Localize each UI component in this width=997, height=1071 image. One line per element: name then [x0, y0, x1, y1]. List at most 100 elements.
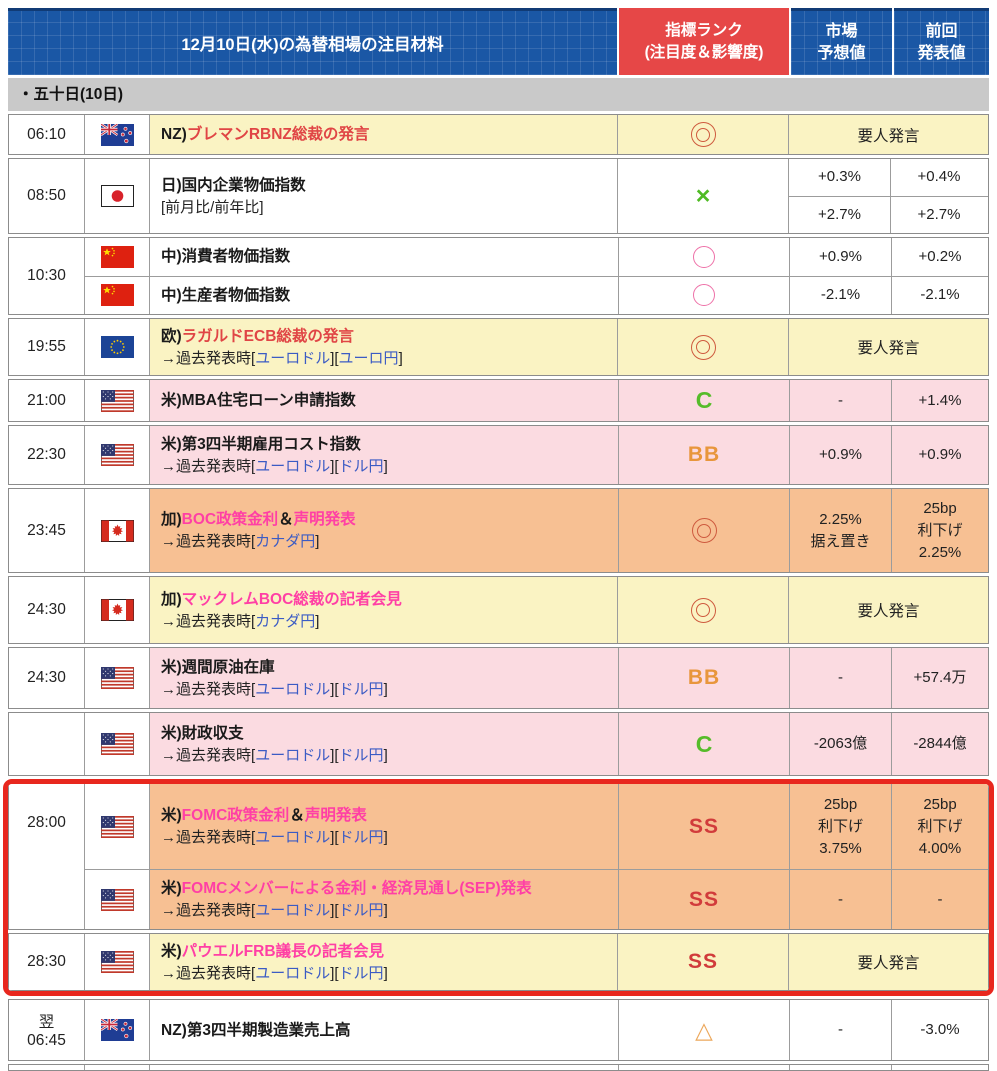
event-title: 第3四半期雇用コスト指数 — [181, 435, 361, 453]
row-0850: 08:50 日)国内企業物価指数 [前月比/前年比] × +0.3% +0.4%… — [8, 158, 989, 234]
link-eurusd[interactable]: ユーロドル — [255, 680, 331, 698]
link-cadjpy[interactable]: カナダ円 — [255, 612, 316, 630]
link-usdjpy[interactable]: ドル円 — [338, 964, 384, 982]
event-title: FOMCメンバーによる金利・経済見通し(SEP)発表 — [181, 880, 532, 897]
forecast-cell: -2.1% — [790, 276, 892, 314]
event-cell: 米)パウエルFRB議長の記者会見 →過去発表時[ユーロドル][ドル円] — [150, 934, 618, 990]
past-release-links: →過去発表時[ユーロドル][ドル円] — [161, 964, 388, 982]
time-cell: 10:30 — [9, 238, 85, 314]
forecast-cell: 2.25% 据え置き — [790, 489, 892, 572]
event-title: BOC政策金利 — [181, 511, 279, 528]
event-cell: 加)BOC政策金利＆声明発表 →過去発表時[カナダ円] — [150, 489, 619, 572]
flag-us-icon — [100, 444, 134, 466]
merged-value-cell: 要人発言 — [789, 577, 988, 643]
table-header: 12月10日(水)の為替相場の注目材料 指標ランク (注目度＆影響度) 市場 予… — [8, 8, 989, 75]
rank-cell — [619, 276, 790, 314]
rank-cell: SS — [619, 784, 790, 869]
rank-cell: SS — [619, 870, 790, 929]
previous-cell: 25bp 利下げ 2.25% — [892, 489, 988, 572]
rank-double-circle-icon — [690, 597, 716, 623]
event-title-2: 声明発表 — [293, 511, 356, 528]
link-usdjpy[interactable]: ドル円 — [338, 829, 384, 846]
rank-letter: BB — [687, 443, 721, 466]
link-usdjpy[interactable]: ドル円 — [338, 746, 384, 764]
forecast-cell: - — [790, 1000, 892, 1060]
row-fiscal: 米)財政収支 →過去発表時[ユーロドル][ドル円] C -2063億 -2844… — [8, 712, 989, 776]
flag-cell — [85, 870, 150, 929]
rank-cell — [618, 577, 789, 643]
fomc-highlight-box: 28:00 米)FOMC政策金利＆声明発表 →過去発表時[ユーロドル][ドル円]… — [3, 779, 994, 996]
time-cell: 22:30 — [9, 426, 85, 484]
rank-letter: SS — [688, 887, 719, 911]
flag-nz-icon — [100, 1019, 134, 1041]
event-cell: NZ)第3四半期製造業売上高 — [150, 1000, 619, 1060]
flag-nz-icon — [100, 123, 134, 146]
flag-us-icon — [100, 951, 134, 973]
previous-cell: 25bp 利下げ 4.00% — [892, 784, 988, 869]
flag-cell — [85, 159, 150, 233]
link-eurusd[interactable]: ユーロドル — [255, 746, 331, 764]
event-cell: 米)FOMC政策金利＆声明発表 →過去発表時[ユーロドル][ドル円] — [150, 784, 619, 869]
link-usdjpy[interactable]: ドル円 — [338, 457, 384, 475]
forecast-cell: - — [790, 648, 892, 708]
event-title: 週間原油在庫 — [181, 658, 275, 676]
row-0610: 06:10 NZ)ブレマンRBNZ総裁の発言 要人発言 — [8, 114, 989, 155]
time-cell: 28:00 — [9, 784, 85, 929]
flag-cell — [85, 648, 150, 708]
subrow-fomc-rate: 米)FOMC政策金利＆声明発表 →過去発表時[ユーロドル][ドル円] SS 25… — [85, 784, 988, 869]
link-eurjpy[interactable]: ユーロ円 — [338, 349, 399, 367]
event-cell: NZ)ブレマンRBNZ総裁の発言 — [150, 115, 618, 154]
link-cadjpy[interactable]: カナダ円 — [255, 533, 316, 550]
event-title: 財政収支 — [181, 724, 244, 742]
row-2830: 28:30 米)パウエルFRB議長の記者会見 →過去発表時[ユーロドル][ドル円… — [8, 933, 989, 991]
time-cell: 06:10 — [9, 115, 85, 154]
rank-circle-icon — [693, 284, 715, 307]
time-cell — [9, 713, 85, 775]
event-title: MBA住宅ローン申請指数 — [181, 392, 356, 409]
past-release-links: →過去発表時[ユーロドル][ドル円] — [161, 457, 388, 475]
row-2100: 21:00 米)MBA住宅ローン申請指数 C - +1.4% — [8, 379, 989, 422]
rank-letter: C — [695, 387, 713, 413]
event-cell: 中)生産者物価指数 — [150, 276, 619, 314]
event-cell: 日)国内企業物価指数 [前月比/前年比] — [150, 159, 618, 233]
section-bar: ・五十日(10日) — [8, 78, 989, 111]
rank-cell — [619, 489, 790, 572]
event-cell: 中)消費者物価指数 — [150, 238, 619, 276]
link-eurusd[interactable]: ユーロドル — [255, 964, 331, 982]
flag-cell — [85, 426, 150, 484]
subrow-cpi: 中)消費者物価指数 +0.9% +0.2% — [85, 238, 988, 276]
event-cell: 米)第3四半期雇用コスト指数 →過去発表時[ユーロドル][ドル円] — [150, 426, 619, 484]
event-title: ブレマンRBNZ総裁の発言 — [186, 126, 370, 143]
link-eurusd[interactable]: ユーロドル — [255, 349, 331, 367]
past-release-links: →過去発表時[カナダ円] — [161, 612, 320, 630]
link-eurusd[interactable]: ユーロドル — [255, 902, 331, 919]
row-2430-us: 24:30 米)週間原油在庫 →過去発表時[ユーロドル][ドル円] BB - +… — [8, 647, 989, 709]
forecast-cell: +0.3% — [789, 159, 891, 196]
forecast-cell: - — [790, 380, 892, 421]
rank-cell — [618, 115, 789, 154]
flag-eu-icon — [100, 336, 134, 358]
link-usdjpy[interactable]: ドル円 — [338, 902, 384, 919]
link-eurusd[interactable]: ユーロドル — [255, 457, 331, 475]
row-1030: 10:30 中)消費者物価指数 +0.9% +0.2% 中)生産者物価指数 — [8, 237, 989, 315]
flag-us-icon — [100, 667, 134, 689]
flag-cell — [85, 713, 150, 775]
merged-value-cell: 要人発言 — [789, 934, 988, 990]
rank-circle-icon — [693, 245, 715, 268]
event-title: FOMC政策金利 — [181, 807, 290, 824]
previous-cell: +0.9% — [892, 426, 988, 484]
header-rank-column: 指標ランク (注目度＆影響度) — [619, 8, 789, 75]
link-usdjpy[interactable]: ドル円 — [338, 680, 384, 698]
forecast-cell: 25bp 利下げ 3.75% — [790, 784, 892, 869]
rank-cell: C — [619, 713, 790, 775]
previous-cell: -2844億 — [892, 713, 988, 775]
merged-value-cell: 要人発言 — [789, 319, 988, 375]
flag-cell — [85, 577, 150, 643]
header-title: 12月10日(水)の為替相場の注目材料 — [8, 8, 617, 75]
event-cell: 欧)ラガルドECB総裁の発言 →過去発表時[ユーロドル][ユーロ円] — [150, 319, 618, 375]
time-cell: 23:45 — [9, 489, 85, 572]
link-eurusd[interactable]: ユーロドル — [255, 829, 331, 846]
header-forecast-column: 市場 予想値 — [791, 8, 892, 75]
past-release-links: →過去発表時[ユーロドル][ドル円] — [161, 680, 388, 698]
